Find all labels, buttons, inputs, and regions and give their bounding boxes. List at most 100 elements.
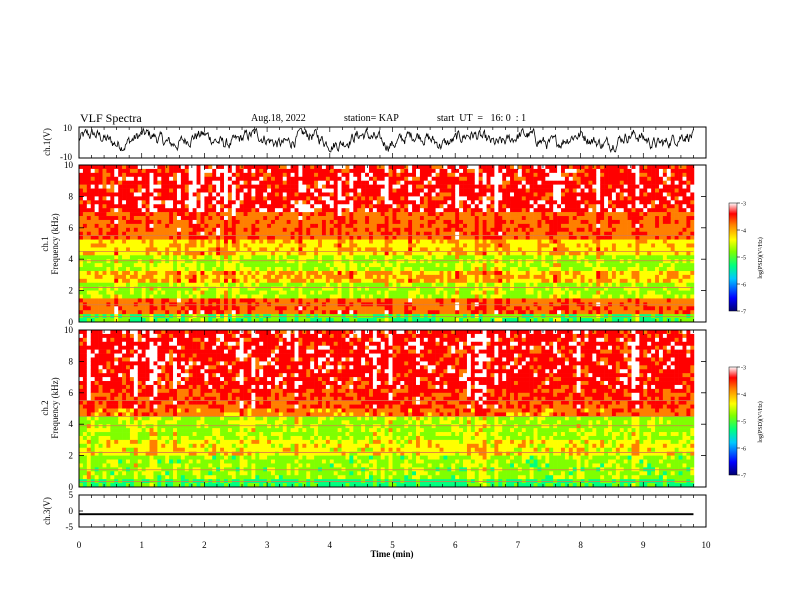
heatmap-cell (557, 243, 562, 248)
heatmap-cell (165, 184, 170, 189)
heatmap-cell (153, 223, 158, 229)
heatmap-cell (412, 267, 417, 272)
heatmap-cell (145, 318, 150, 323)
heatmap-cell (114, 282, 119, 287)
heatmap-cell (404, 318, 409, 323)
heatmap-cell (419, 204, 425, 209)
heatmap-cell (451, 219, 456, 225)
heatmap-cell (490, 251, 495, 256)
heatmap-cell (278, 318, 284, 323)
heatmap-cell (553, 235, 558, 240)
heatmap-cell (541, 204, 546, 209)
heatmap-cell (541, 208, 546, 213)
heatmap-cell (419, 216, 425, 221)
heatmap-cell (133, 267, 139, 272)
heatmap-cell (200, 188, 205, 193)
heatmap-cell (423, 176, 429, 181)
heatmap-cell (274, 286, 280, 291)
heatmap-cell (498, 184, 503, 189)
heatmap-cell (220, 263, 225, 268)
heatmap-cell (506, 165, 511, 170)
heatmap-cell (200, 165, 205, 170)
heatmap-cell (290, 168, 295, 174)
heatmap-cell (118, 227, 123, 233)
heatmap-cell (541, 165, 546, 170)
heatmap-cell (427, 263, 432, 268)
heatmap-cell (372, 223, 378, 229)
heatmap-cell (541, 231, 546, 236)
heatmap-cell (302, 263, 307, 268)
heatmap-cell (239, 219, 244, 225)
heatmap-cell (188, 306, 193, 311)
heatmap-cell (466, 274, 472, 280)
heatmap-cell (557, 212, 562, 217)
heatmap-cell (321, 235, 327, 240)
heatmap-cell (282, 188, 287, 193)
heatmap-cell (157, 278, 162, 284)
heatmap-cell (102, 216, 107, 221)
heatmap-cell (173, 165, 178, 170)
heatmap-cell (298, 216, 303, 221)
heatmap-cell (325, 235, 331, 240)
heatmap-cell (529, 216, 534, 221)
heatmap-cell (400, 255, 405, 260)
heatmap-cell (423, 168, 429, 174)
heatmap-cell (545, 310, 550, 315)
heatmap-cell (192, 180, 197, 185)
heatmap-cell (396, 278, 401, 284)
heatmap-cell (110, 298, 115, 303)
heatmap-cell (459, 282, 464, 287)
heatmap-cell (408, 180, 413, 185)
heatmap-cell (267, 223, 272, 229)
heatmap-cell (196, 255, 201, 260)
heatmap-cell (541, 259, 546, 264)
heatmap-cell (345, 231, 350, 236)
heatmap-cell (357, 274, 362, 280)
heatmap-cell (286, 310, 291, 315)
heatmap-cell (498, 290, 503, 295)
heatmap-cell (274, 227, 280, 233)
heatmap-cell (106, 212, 111, 217)
heatmap-cell (537, 255, 542, 260)
heatmap-cell (423, 290, 429, 295)
heatmap-cell (208, 282, 213, 287)
heatmap-cell (478, 180, 483, 185)
heatmap-cell (122, 227, 127, 233)
heatmap-cell (192, 274, 197, 280)
heatmap-cell (333, 243, 338, 248)
heatmap-cell (82, 247, 88, 252)
heatmap-cell (110, 306, 115, 311)
heatmap-cell (372, 286, 378, 291)
heatmap-cell (278, 196, 284, 201)
heatmap-cell (384, 310, 389, 315)
heatmap-cell (349, 267, 354, 272)
heatmap-cell (255, 184, 260, 189)
heatmap-cell (455, 188, 460, 193)
heatmap-cell (180, 180, 186, 185)
heatmap-cell (145, 235, 150, 240)
heatmap-cell (439, 290, 444, 295)
heatmap-cell (365, 270, 370, 276)
heatmap-cell (419, 223, 425, 229)
heatmap-cell (149, 235, 154, 240)
heatmap-cell (145, 212, 150, 217)
heatmap-cell (486, 263, 491, 268)
heatmap-cell (368, 168, 374, 174)
heatmap-cell (126, 223, 131, 229)
heatmap-cell (82, 223, 88, 229)
heatmap-cell (118, 259, 123, 264)
heatmap-cell (459, 184, 464, 189)
heatmap-cell (169, 306, 174, 311)
heatmap-cell (357, 223, 362, 229)
heatmap-cell (267, 251, 272, 256)
heatmap-cell (416, 294, 421, 299)
heatmap-cell (255, 188, 260, 193)
heatmap-cell (235, 192, 240, 197)
heatmap-cell (251, 294, 256, 299)
heatmap-cell (126, 235, 131, 240)
heatmap-cell (396, 270, 401, 276)
heatmap-cell (435, 298, 440, 303)
heatmap-cell (368, 223, 374, 229)
heatmap-cell (486, 294, 491, 299)
heatmap-cell (149, 286, 154, 291)
